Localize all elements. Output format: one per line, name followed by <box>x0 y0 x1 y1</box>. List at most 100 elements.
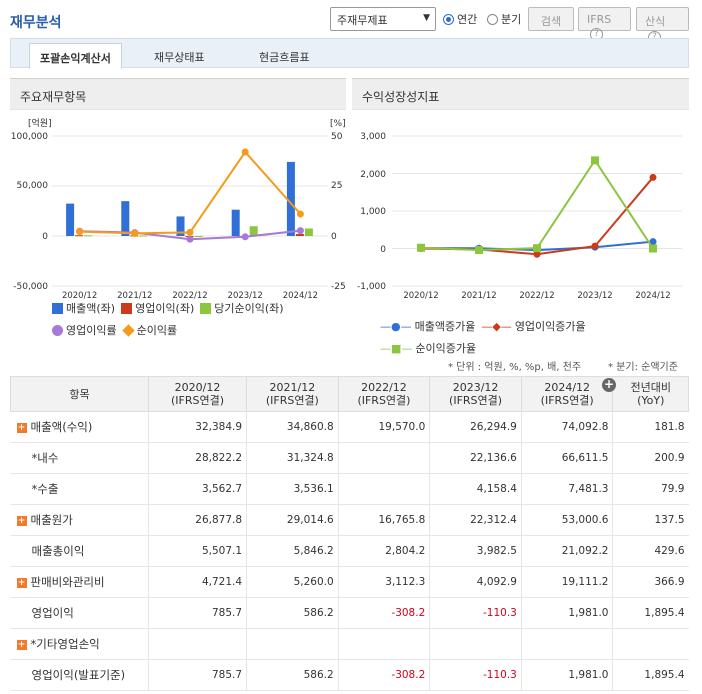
table-cell <box>429 628 522 660</box>
legend-label: 영업이익(좌) <box>135 302 195 315</box>
legend-item[interactable]: —■— 순이익증가율 <box>380 340 476 356</box>
search-button[interactable]: 검색 <box>528 7 574 31</box>
legend-label: 매출액증가율 <box>414 320 476 333</box>
expand-icon[interactable]: + <box>16 639 27 650</box>
legend-item[interactable]: 매출액(좌) <box>52 300 115 316</box>
table-row: 영업이익 785.7 586.2 -308.2 -110.3 1,981.0 1,895.4 <box>10 597 689 629</box>
bar <box>249 226 258 236</box>
x-tick-label: 2020/12 <box>62 291 97 301</box>
bar <box>139 235 148 237</box>
radio-on-icon <box>443 13 454 25</box>
line-point <box>649 238 657 246</box>
tab-cash-flow[interactable]: 현금흐름표 <box>259 51 310 64</box>
ifrs-help-button[interactable]: IFRS? <box>578 7 631 41</box>
expand-icon[interactable]: + <box>16 422 27 433</box>
x-tick-label: 2023/12 <box>228 291 263 301</box>
legend-item[interactable]: 영업이익(좌) <box>121 300 194 316</box>
table-cell: 74,092.8 <box>520 411 613 443</box>
column-header: 전년대비 (YoY) <box>612 376 689 412</box>
left-panel-title: 주요재무항목 <box>10 78 346 110</box>
column-header: 2022/12 (IFRS연결) <box>337 376 431 412</box>
statement-tabs: 포괄손익계산서 재무상태표 현금흐름표 <box>10 38 689 69</box>
row-label[interactable]: + 매출액(수익) <box>10 411 149 443</box>
radio-annual-label: 연간 <box>457 13 478 26</box>
table-cell: 19,570.0 <box>337 411 430 443</box>
statement-select[interactable]: 주재무제표 ▼ <box>330 7 436 31</box>
y-tick: 1,000 <box>360 207 386 217</box>
table-cell <box>147 628 247 660</box>
table-cell: 29,014.6 <box>246 504 339 536</box>
add-column-icon[interactable]: + <box>602 377 616 392</box>
table-cell: 2,804.2 <box>337 535 430 567</box>
line-point <box>296 227 304 235</box>
tab-balance-sheet[interactable]: 재무상태표 <box>154 51 205 64</box>
tab-income-statement[interactable]: 포괄손익계산서 <box>29 43 122 69</box>
table-cell: 3,112.3 <box>337 566 430 598</box>
bar <box>121 201 130 236</box>
column-header-label: 2020/12 <box>174 381 221 394</box>
column-header-label: 항목 <box>69 387 90 401</box>
row-label[interactable]: + *기타영업손익 <box>10 628 149 660</box>
y-tick: 0 <box>380 245 386 255</box>
legend-item[interactable]: 영업이익률 <box>52 322 117 338</box>
row-label[interactable]: + 판매비와관리비 <box>10 566 149 598</box>
legend-item[interactable]: 당기순이익(좌) <box>200 300 284 316</box>
row-label[interactable]: + 매출원가 <box>10 504 149 536</box>
bar <box>231 209 240 236</box>
expand-icon[interactable]: + <box>16 577 27 588</box>
x-tick-label: 2022/12 <box>172 291 207 301</box>
column-header: 2024/12 (IFRS연결) <box>520 376 614 412</box>
legend-item[interactable]: 순이익률 <box>121 322 177 338</box>
row-label: *수출 <box>10 473 149 505</box>
table-cell: 137.5 <box>612 504 689 536</box>
table-cell <box>337 473 430 505</box>
top-bar: 재무분석 주재무제표 ▼ 연간 분기 검색 IFRS? 산식? <box>0 0 702 44</box>
quarter-note: * 분기: 순액기준 <box>608 362 678 373</box>
row-label-text: *수출 <box>31 482 59 496</box>
table-cell: 5,260.0 <box>246 566 339 598</box>
column-header: 2023/12 (IFRS연결) <box>429 376 522 412</box>
right-tick: 25 <box>331 181 342 191</box>
x-tick-label: 2021/12 <box>461 291 496 301</box>
ifrs-label: IFRS <box>587 13 612 26</box>
table-cell: 26,294.9 <box>429 411 522 443</box>
right-tick: -25 <box>331 282 346 292</box>
table-cell: 1,981.0 <box>520 597 613 629</box>
chevron-down-icon: ▼ <box>423 13 430 23</box>
table-cell <box>246 628 339 660</box>
expand-icon[interactable]: + <box>16 515 27 526</box>
line-point <box>131 229 139 237</box>
table-cell: 4,158.4 <box>429 473 522 505</box>
formula-help-button[interactable]: 산식? <box>636 7 689 44</box>
table-cell: 785.7 <box>147 597 247 629</box>
unit-note: * 단위 : 억원, %, %p, 배, 천주 <box>448 362 582 373</box>
table-cell: -308.2 <box>337 659 430 691</box>
x-tick-label: 2022/12 <box>519 291 554 301</box>
line-point <box>76 228 84 236</box>
line-point <box>296 210 304 218</box>
column-header-sublabel: (IFRS연결) <box>449 394 503 407</box>
legend-label: 당기순이익(좌) <box>214 302 284 315</box>
radio-quarter[interactable]: 분기 <box>487 11 521 27</box>
table-cell: 1,981.0 <box>520 659 613 691</box>
left-axis-unit: [억원] <box>28 117 52 129</box>
page-title: 재무분석 <box>10 15 62 31</box>
column-header: 2020/12 (IFRS연결) <box>147 376 248 412</box>
radio-annual[interactable]: 연간 <box>443 11 477 27</box>
table-cell: -110.3 <box>429 659 522 691</box>
table-row: *수출 3,562.7 3,536.1 4,158.4 7,481.3 79.9 <box>10 473 689 505</box>
legend-item[interactable]: —◆— 영업이익증가율 <box>481 318 585 334</box>
right-chart-legend: —●— 매출액증가율 —◆— 영업이익증가율 —■— 순이익증가율 <box>380 318 680 356</box>
legend-item[interactable]: —●— 매출액증가율 <box>380 318 475 334</box>
series-line <box>420 176 654 256</box>
column-header-label: 2023/12 <box>452 381 499 394</box>
table-cell: 586.2 <box>246 659 339 691</box>
bar <box>176 216 185 236</box>
line-point <box>186 235 194 243</box>
legend-label: 매출액(좌) <box>66 302 116 315</box>
table-row: + 매출원가 26,877.8 29,014.6 16,765.8 22,312.4 53,… <box>10 504 689 536</box>
table-cell <box>612 628 689 660</box>
table-cell: 7,481.3 <box>520 473 613 505</box>
table-cell: 5,507.1 <box>147 535 247 567</box>
row-label: 영업이익 <box>10 597 149 629</box>
